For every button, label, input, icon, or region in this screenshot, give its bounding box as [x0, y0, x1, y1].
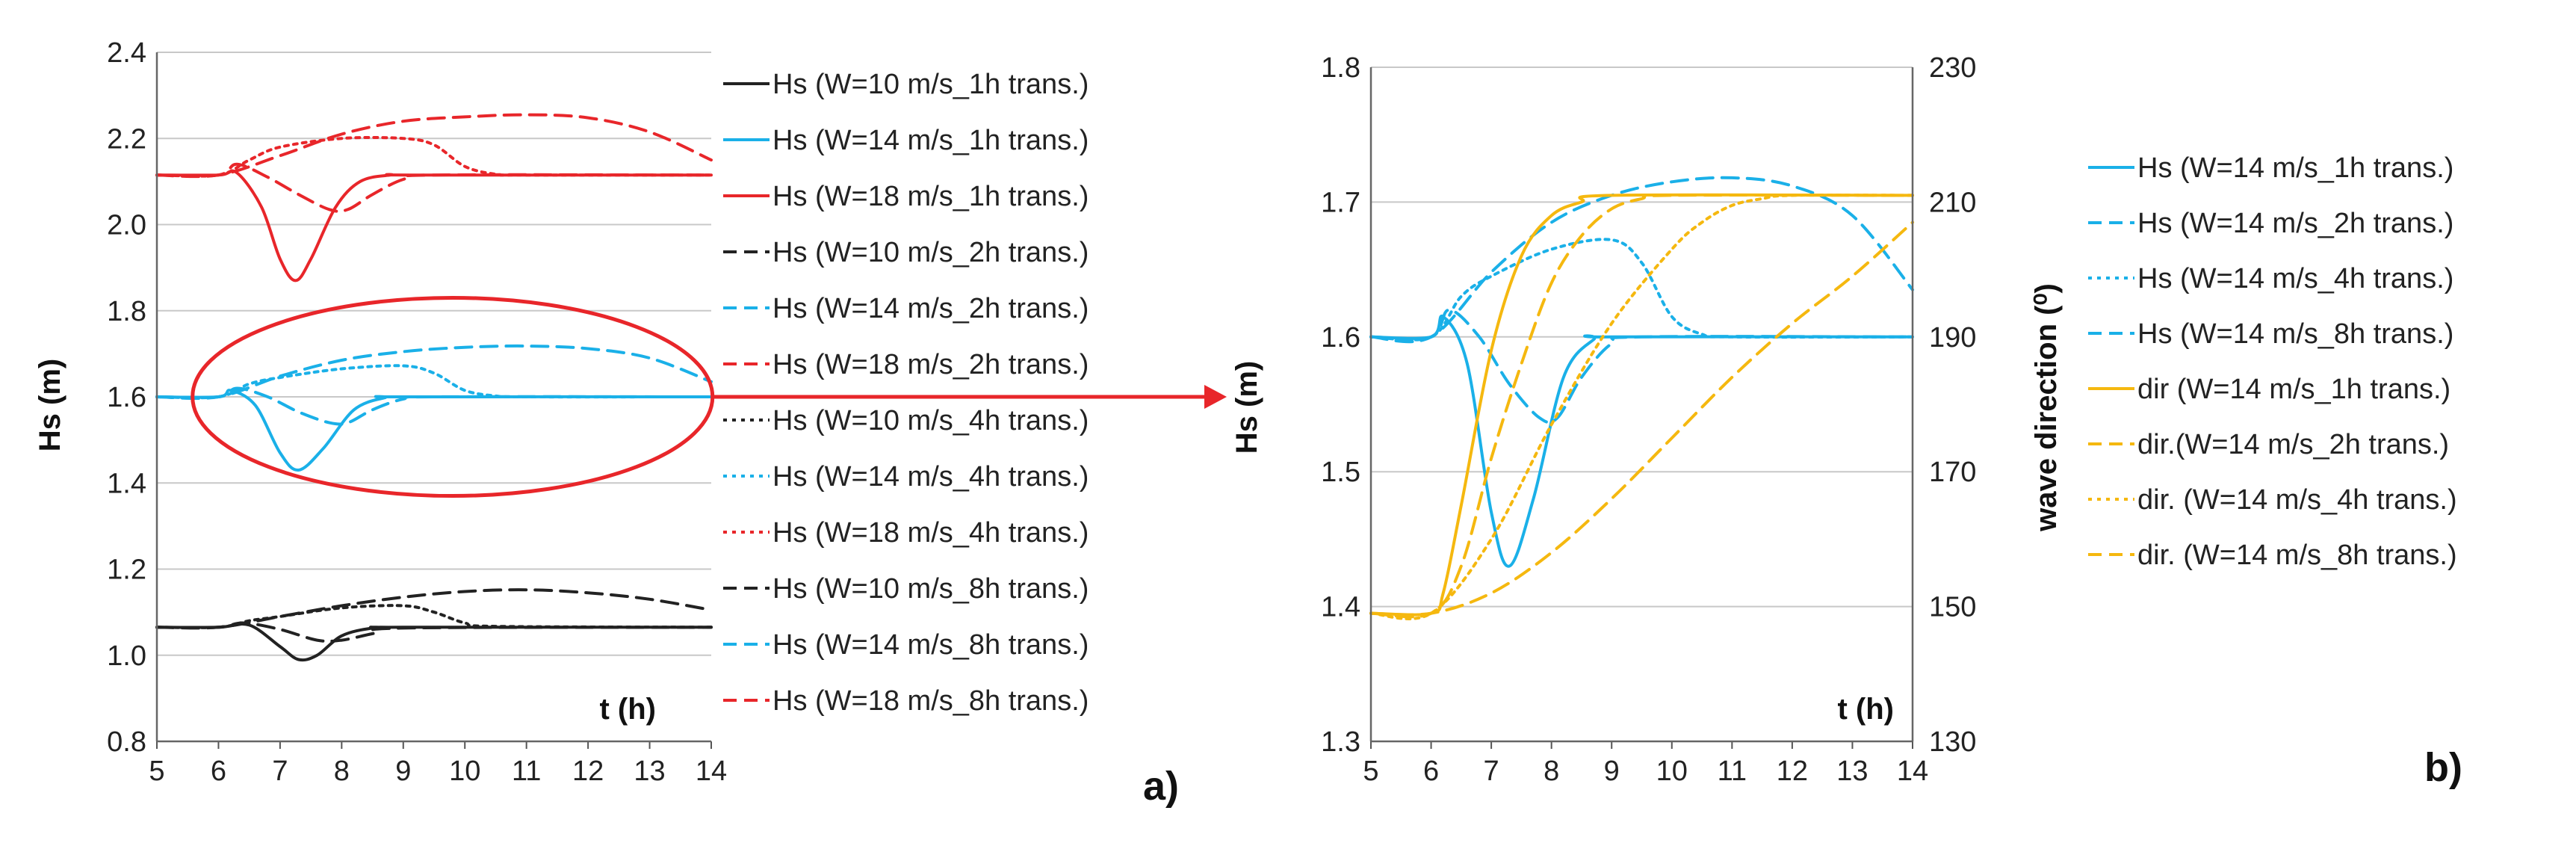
x-tick-label: 5 — [1363, 756, 1378, 787]
x-tick-label: 6 — [211, 756, 226, 787]
panel-b-series — [1369, 176, 1914, 620]
series-line-hs-w-18-m-s-1h-trans — [155, 169, 713, 282]
y-tick-label: 2.0 — [107, 210, 146, 241]
series-line-hs-w-14-m-s-1h-trans — [155, 389, 713, 472]
legend-entry-hs-w-14-m-s-4h-trans: Hs (W=14 m/s_4h trans.) — [2137, 263, 2453, 294]
series-line-hs-w-10-m-s-8h-trans — [155, 588, 713, 630]
legend-entry-hs-w-14-m-s-8h-trans: Hs (W=14 m/s_8h trans.) — [773, 629, 1089, 661]
y-tick-label: 2.4 — [107, 37, 146, 69]
legend-entry-hs-w-10-m-s-4h-trans: Hs (W=10 m/s_4h trans.) — [773, 405, 1089, 436]
legend-entry-hs-w-10-m-s-1h-trans: Hs (W=10 m/s_1h trans.) — [773, 69, 1089, 100]
y-tick-label: 1.6 — [107, 382, 146, 413]
x-tick-label: 6 — [1423, 756, 1439, 787]
panel-b-y2label: wave direction (⁰) — [2030, 283, 2063, 532]
y-tick-label: 0.8 — [107, 726, 146, 758]
series-line-hs-w-14-m-s-2h-trans — [155, 386, 713, 426]
y-tick-label: 1.2 — [107, 555, 146, 586]
series-line-hs-w-18-m-s-4h-trans — [155, 135, 713, 178]
panel-a-xlabel: t (h) — [599, 693, 656, 726]
y-tick-label: 1.0 — [107, 640, 146, 672]
x-tick-label: 14 — [1897, 756, 1928, 787]
legend-entry-hs-w-10-m-s-2h-trans: Hs (W=10 m/s_2h trans.) — [773, 237, 1089, 268]
legend-entry-hs-w-10-m-s-8h-trans: Hs (W=10 m/s_8h trans.) — [773, 573, 1089, 605]
legend-entry-hs-w-14-m-s-2h-trans: Hs (W=14 m/s_2h trans.) — [2137, 208, 2453, 239]
panel-a-series — [155, 113, 713, 662]
x-tick-label: 12 — [572, 756, 604, 787]
panel-b-xlabel: t (h) — [1837, 693, 1894, 726]
series-line-hs-w-10-m-s-2h-trans — [155, 621, 713, 643]
x-tick-label: 7 — [272, 756, 288, 787]
legend-entry-hs-w-18-m-s-2h-trans: Hs (W=18 m/s_2h trans.) — [773, 349, 1089, 380]
y-tick-label: 1.4 — [1321, 592, 1360, 623]
legend-entry-hs-w-14-m-s-2h-trans: Hs (W=14 m/s_2h trans.) — [773, 293, 1089, 324]
panel-a-legend: Hs (W=10 m/s_1h trans.) Hs (W=14 m/s_1h t… — [723, 69, 1089, 717]
x-tick-label: 12 — [1777, 756, 1808, 787]
y2-tick-label: 150 — [1929, 592, 1976, 623]
panel-a-axes: 0.8 1.0 1.2 1.4 1.6 1.8 2.0 2.2 2.4 5 6 7 8 9 10 11 12 13… — [107, 37, 727, 787]
series-line-dir-w-14-m-s-8h-trans — [1369, 220, 1914, 617]
x-tick-label: 8 — [334, 756, 350, 787]
y2-tick-label: 170 — [1929, 457, 1976, 488]
panel-b-label: b) — [2424, 745, 2462, 790]
arrow-head-icon — [1204, 385, 1227, 409]
legend-entry-hs-w-18-m-s-1h-trans: Hs (W=18 m/s_1h trans.) — [773, 181, 1089, 212]
series-line-hs-w-14-m-s-8h-trans — [155, 344, 713, 401]
y-tick-label: 1.8 — [107, 296, 146, 327]
legend-entry-hs-w-14-m-s-1h-trans: Hs (W=14 m/s_1h trans.) — [2137, 152, 2453, 184]
x-tick-label: 10 — [449, 756, 480, 787]
y-tick-label: 1.3 — [1321, 726, 1360, 758]
legend-entry-dir-w-14-m-s-8h-trans: dir. (W=14 m/s_8h trans.) — [2137, 540, 2457, 571]
series-line-dir-w-14-m-s-4h-trans — [1369, 194, 1914, 620]
legend-entry-hs-w-18-m-s-8h-trans: Hs (W=18 m/s_8h trans.) — [773, 685, 1089, 717]
x-tick-label: 11 — [1718, 756, 1747, 787]
x-tick-label: 13 — [634, 756, 665, 787]
panel-a-label: a) — [1143, 764, 1179, 809]
legend-entry-hs-w-14-m-s-8h-trans: Hs (W=14 m/s_8h trans.) — [2137, 318, 2453, 350]
panel-b-legend: Hs (W=14 m/s_1h trans.) Hs (W=14 m/s_2h t… — [2088, 152, 2457, 571]
series-line-hs-w-14-m-s-4h-trans — [155, 364, 713, 400]
x-tick-label: 8 — [1544, 756, 1559, 787]
series-line-hs-w-18-m-s-2h-trans — [155, 162, 713, 213]
y-tick-label: 1.5 — [1321, 457, 1360, 488]
legend-entry-dir-w-14-m-s-1h-trans: dir (W=14 m/s_1h trans.) — [2137, 374, 2450, 405]
series-line-dir-w-14-m-s-1h-trans — [1369, 193, 1914, 617]
series-line-dir-w-14-m-s-2h-trans — [1369, 194, 1914, 619]
y2-tick-label: 190 — [1929, 322, 1976, 353]
y-tick-label: 2.2 — [107, 123, 146, 155]
series-line-hs-w-14-m-s-8h-trans — [1369, 176, 1914, 344]
x-tick-label: 7 — [1484, 756, 1499, 787]
x-tick-label: 13 — [1836, 756, 1868, 787]
y2-tick-label: 230 — [1929, 52, 1976, 84]
y-tick-label: 1.7 — [1321, 187, 1360, 218]
series-line-hs-w-14-m-s-4h-trans — [1369, 238, 1914, 342]
y2-tick-label: 130 — [1929, 726, 1976, 758]
y-tick-label: 1.6 — [1321, 322, 1360, 353]
x-tick-label: 11 — [512, 756, 541, 787]
panel-b-gridlines — [1371, 67, 1913, 742]
series-line-hs-w-18-m-s-8h-trans — [155, 113, 713, 179]
legend-entry-hs-w-18-m-s-4h-trans: Hs (W=18 m/s_4h trans.) — [773, 517, 1089, 549]
x-tick-label: 9 — [395, 756, 411, 787]
panel-b-ylabel: Hs (m) — [1230, 361, 1263, 454]
legend-entry-dir-w-14-m-s-4h-trans: dir. (W=14 m/s_4h trans.) — [2137, 484, 2457, 516]
y-tick-label: 1.8 — [1321, 52, 1360, 84]
series-line-hs-w-14-m-s-1h-trans — [1369, 314, 1914, 568]
panel-a-annotation — [191, 295, 1227, 498]
panel-a-ylabel: Hs (m) — [34, 359, 66, 451]
y-tick-label: 1.4 — [107, 468, 146, 499]
series-line-hs-w-14-m-s-2h-trans — [1369, 308, 1914, 424]
x-tick-label: 5 — [149, 756, 164, 787]
legend-entry-hs-w-14-m-s-4h-trans: Hs (W=14 m/s_4h trans.) — [773, 461, 1089, 493]
x-tick-label: 10 — [1656, 756, 1688, 787]
legend-entry-hs-w-14-m-s-1h-trans: Hs (W=14 m/s_1h trans.) — [773, 125, 1089, 156]
panel-b-axes: 1.3 1.4 1.5 1.6 1.7 1.8 130 150 170 190 210 230 5 6 7 8… — [1321, 52, 1976, 787]
x-tick-label: 14 — [696, 756, 727, 787]
y2-tick-label: 210 — [1929, 187, 1976, 218]
x-tick-label: 9 — [1604, 756, 1620, 787]
legend-entry-dir-w-14-m-s-2h-trans: dir.(W=14 m/s_2h trans.) — [2137, 429, 2449, 460]
